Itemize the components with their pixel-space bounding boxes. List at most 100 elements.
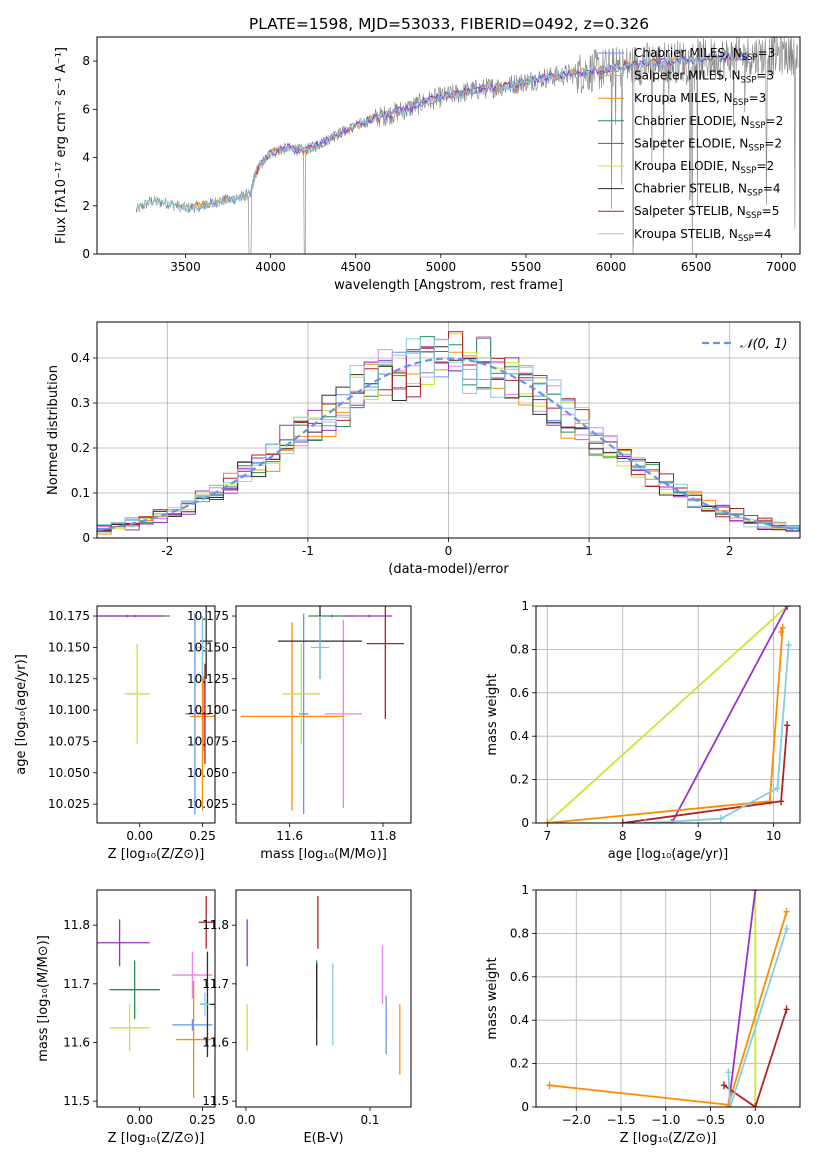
errorbar-point <box>366 606 404 719</box>
legend-entry-label: Salpeter STELIB, NSSP=5 <box>634 204 779 221</box>
x-tick-label: 5000 <box>426 260 457 274</box>
y-axis-label: mass weight <box>485 673 500 755</box>
x-tick-label: 9 <box>694 829 702 843</box>
x-tick-label: −2.0 <box>562 1113 591 1127</box>
errorbar-point <box>97 614 163 618</box>
weight-marker <box>752 1103 759 1107</box>
y-tick-label: 10.025 <box>187 797 229 811</box>
x-tick-label: 4000 <box>255 260 286 274</box>
legend-entry-label: Chabrier STELIB, NSSP=4 <box>634 182 781 199</box>
x-tick-label: 0.0 <box>746 1113 765 1127</box>
y-tick-label: 10.100 <box>187 703 229 717</box>
y-tick-label: 11.8 <box>63 918 90 932</box>
x-tick-label: 6500 <box>681 260 712 274</box>
age_vs_mass-axes: 11.6 11.8 10.025 10.050 10.075 10.100 10.125 10… <box>187 609 396 862</box>
x-tick-label: 11.6 <box>276 829 303 843</box>
weight_vs_age-axes: 7 8 9 10 0 0.2 0.4 0.6 0.8 1 age [log₁₀(age/yr)] ma… <box>485 599 800 862</box>
x-tick-label: 6000 <box>596 260 627 274</box>
x-axis-label: wavelength [Angstrom, rest frame] <box>334 278 563 293</box>
weight-line-kroupa_elodie <box>546 606 788 823</box>
y-tick-label: 8 <box>82 54 90 68</box>
y-tick-label: 10.150 <box>48 640 90 654</box>
x-axis-label: age [log₁₀(age/yr)] <box>608 847 729 862</box>
x-tick-label: 0.00 <box>126 829 153 843</box>
legend-entry-label: Salpeter ELODIE, NSSP=2 <box>634 136 782 153</box>
x-tick-label: 2 <box>726 544 734 558</box>
weight-marker <box>720 1081 727 1090</box>
residuals-legend: 𝒩(0, 1) <box>702 337 787 352</box>
weight_vs_age-frame <box>535 605 801 824</box>
errorbar-point <box>124 643 150 744</box>
age_vs_Z-frame <box>96 605 216 824</box>
errorbar-point <box>240 622 344 811</box>
age_vs_Z-plot-area <box>97 606 215 815</box>
x-tick-label: -2 <box>161 544 173 558</box>
errorbar-point <box>172 951 213 999</box>
mass_vs_Z-frame <box>96 889 216 1108</box>
weight-marker <box>783 1005 790 1014</box>
y-tick-label: 0.6 <box>510 686 529 700</box>
weight-line-salpeter_elodie <box>671 606 788 823</box>
y-tick-label: 11.6 <box>202 1035 229 1049</box>
x-tick-label: 10 <box>766 829 781 843</box>
errorbar-point <box>199 663 210 765</box>
y-tick-label: 11.5 <box>202 1094 229 1108</box>
weight-marker <box>779 623 786 632</box>
mass_vs_Z-plot-area <box>97 895 215 1099</box>
spectrum-legend: Chabrier MILES, NSSP=3 Salpeter MILES, NS… <box>598 46 783 244</box>
y-tick-label: 11.7 <box>63 977 90 991</box>
weight-marker <box>619 819 626 823</box>
y-tick-label: 11.8 <box>202 918 229 932</box>
errorbar-point <box>198 895 214 949</box>
x-tick-label: −0.5 <box>696 1113 725 1127</box>
data-spectrum-line <box>135 37 799 254</box>
weight-marker <box>766 797 773 806</box>
errorbar-point <box>97 919 150 967</box>
x-tick-label: 0.25 <box>189 829 216 843</box>
errorbar-point <box>324 619 362 808</box>
age_vs_mass-frame <box>235 605 412 824</box>
y-tick-label: 1 <box>521 599 529 613</box>
y-tick-label: 10.100 <box>48 703 90 717</box>
y-tick-label: 0.2 <box>510 1057 529 1071</box>
errorbar-point <box>197 616 208 679</box>
weight_vs_Z-plot-area <box>546 890 790 1107</box>
weight-marker <box>784 606 791 610</box>
legend-entry-label: Kroupa ELODIE, NSSP=2 <box>634 159 774 176</box>
mass_vs_ebv-plot-area <box>246 895 401 1075</box>
x-tick-label: -1 <box>302 544 314 558</box>
weight-line-salpeter_elodie <box>727 890 757 1107</box>
residuals-plot-area <box>97 331 800 537</box>
weight-marker <box>642 819 649 823</box>
weight-line-kroupa_stelib <box>727 928 788 1107</box>
y-tick-label: 10.175 <box>187 609 229 623</box>
y-tick-label: 10.150 <box>187 640 229 654</box>
x-axis-label: Z [log₁₀(Z/Z⊙)] <box>108 1131 205 1146</box>
residuals-frame <box>96 321 801 539</box>
spectrum-frame <box>96 36 801 255</box>
errorbar-point <box>282 643 320 744</box>
residuals-axes: -2 -1 0 1 2 0 0.1 0.2 0.3 0.4 (data-model)/error No… <box>46 322 800 577</box>
weight-marker <box>544 819 551 823</box>
legend-entry-label: Chabrier MILES, NSSP=3 <box>634 46 775 63</box>
legend-entry-label: 𝒩(0, 1) <box>740 337 787 352</box>
y-tick-label: 10.050 <box>48 766 90 780</box>
weight-line-kroupa_miles <box>549 911 788 1106</box>
y-tick-label: 0.4 <box>71 351 90 365</box>
model-spectrum-chabrier_miles <box>191 52 748 211</box>
x-tick-label: 8 <box>619 829 627 843</box>
errorbar-point <box>176 980 212 1099</box>
y-tick-label: 10.025 <box>48 797 90 811</box>
spectrum-axes: 3500 4000 4500 5000 5500 6000 6500 7000 0 2 4 6 8 wav… <box>54 47 797 293</box>
x-tick-label: 3500 <box>170 260 201 274</box>
x-tick-label: 0.00 <box>126 1113 153 1127</box>
x-axis-label: Z [log₁₀(Z/Z⊙)] <box>108 847 205 862</box>
x-tick-label: 11.8 <box>370 829 397 843</box>
y-tick-label: 11.7 <box>202 977 229 991</box>
weight-marker <box>784 721 791 730</box>
weight-marker <box>783 925 790 934</box>
model-spectrum-kroupa_stelib <box>135 52 748 214</box>
x-axis-label: Z [log₁₀(Z/Z⊙)] <box>620 1131 717 1146</box>
weight-marker <box>774 784 781 793</box>
y-tick-label: 11.5 <box>63 1094 90 1108</box>
